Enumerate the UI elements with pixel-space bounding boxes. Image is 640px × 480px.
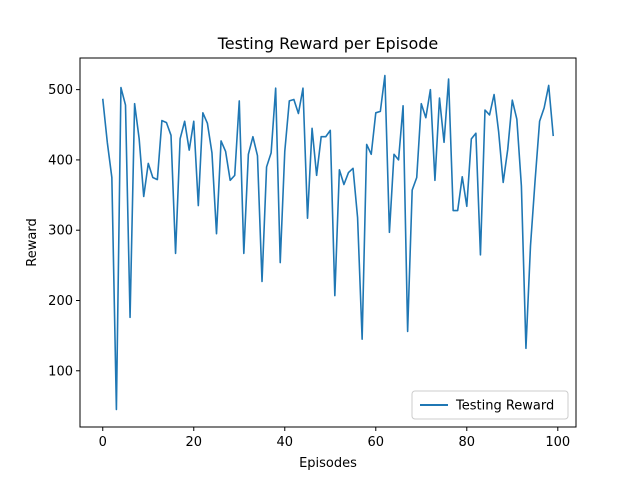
x-tick-label: 20	[185, 435, 202, 450]
y-tick-label: 500	[48, 83, 73, 98]
x-tick-label: 60	[368, 435, 385, 450]
legend-entry-testing-reward: Testing Reward	[455, 399, 554, 414]
y-axis-label: Reward	[25, 218, 40, 266]
series-line-testing-reward	[101, 74, 555, 411]
chart-title: Testing Reward per Episode	[217, 34, 439, 53]
x-tick-label: 40	[276, 435, 293, 450]
legend-box	[411, 390, 569, 420]
y-tick-label: 200	[48, 294, 73, 309]
x-axis-label: Episodes	[299, 456, 357, 471]
x-tick-label: 0	[99, 435, 107, 450]
y-tick-label: 400	[48, 153, 73, 168]
legend: Testing Reward	[411, 390, 569, 420]
y-tick-label: 100	[48, 364, 73, 379]
y-tick-label: 300	[48, 224, 73, 239]
x-tick-label: 80	[459, 435, 476, 450]
axes-frame	[79, 57, 577, 428]
axis-ticks: 0 20 40 60 80 100 100 200 300 400 500	[48, 83, 570, 450]
x-tick-label: 100	[545, 435, 570, 450]
plot-area	[101, 74, 555, 411]
